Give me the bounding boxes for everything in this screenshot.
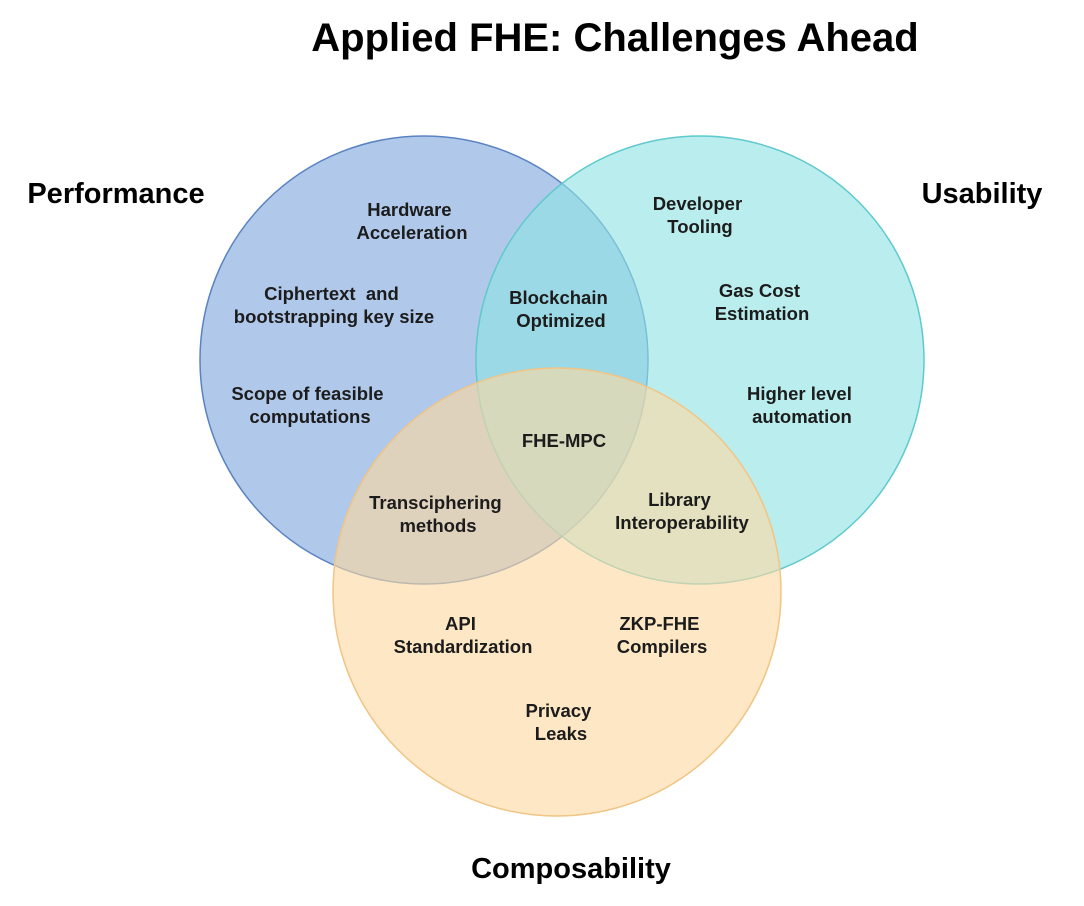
item-line: Developer (653, 193, 742, 214)
item-line: methods (399, 515, 476, 536)
item-line: Hardware (367, 199, 451, 220)
item-ciphertext-key-size: Ciphertext and bootstrapping key size (234, 283, 434, 327)
item-line: Ciphertext and (264, 283, 399, 304)
item-line: Optimized (516, 310, 605, 331)
item-line: API (445, 613, 476, 634)
item-higher-level-automation: Higher level automation (747, 383, 857, 427)
item-line: FHE-MPC (522, 430, 606, 451)
item-fhe-mpc: FHE-MPC (522, 430, 606, 451)
item-library-interoperability: Library Interoperability (615, 489, 749, 533)
item-line: Higher level (747, 383, 852, 404)
item-line: Privacy (526, 700, 593, 721)
item-line: Estimation (715, 303, 810, 324)
item-blockchain-optimized: Blockchain Optimized (509, 287, 613, 331)
item-line: Gas Cost (719, 280, 800, 301)
item-zkp-fhe-compilers: ZKP-FHE Compilers (617, 613, 707, 657)
composability-label: Composability (471, 853, 671, 885)
item-line: Library (648, 489, 711, 510)
item-line: Transciphering (369, 492, 502, 513)
item-gas-cost-estimation: Gas Cost Estimation (715, 280, 810, 324)
usability-label: Usability (922, 178, 1043, 210)
item-transciphering-methods: Transciphering methods (369, 492, 507, 536)
item-line: Leaks (535, 723, 587, 744)
item-line: Acceleration (356, 222, 467, 243)
item-privacy-leaks: Privacy Leaks (526, 700, 597, 744)
item-feasible-computations: Scope of feasible computations (231, 383, 388, 427)
item-line: computations (249, 406, 370, 427)
item-line: ZKP-FHE (619, 613, 699, 634)
item-line: Tooling (667, 216, 732, 237)
item-line: Standardization (394, 636, 533, 657)
diagram-title: Applied FHE: Challenges Ahead (311, 16, 918, 60)
item-api-standardization: API Standardization (394, 613, 533, 657)
item-line: Compilers (617, 636, 707, 657)
item-line: Blockchain (509, 287, 608, 308)
item-line: Scope of feasible (231, 383, 383, 404)
item-line: bootstrapping key size (234, 306, 434, 327)
item-hardware-acceleration: Hardware Acceleration (356, 199, 467, 243)
performance-label: Performance (27, 178, 204, 210)
item-line: automation (752, 406, 852, 427)
composability-circle (332, 367, 782, 817)
item-developer-tooling: Developer Tooling (653, 193, 748, 237)
item-line: Interoperability (615, 512, 749, 533)
